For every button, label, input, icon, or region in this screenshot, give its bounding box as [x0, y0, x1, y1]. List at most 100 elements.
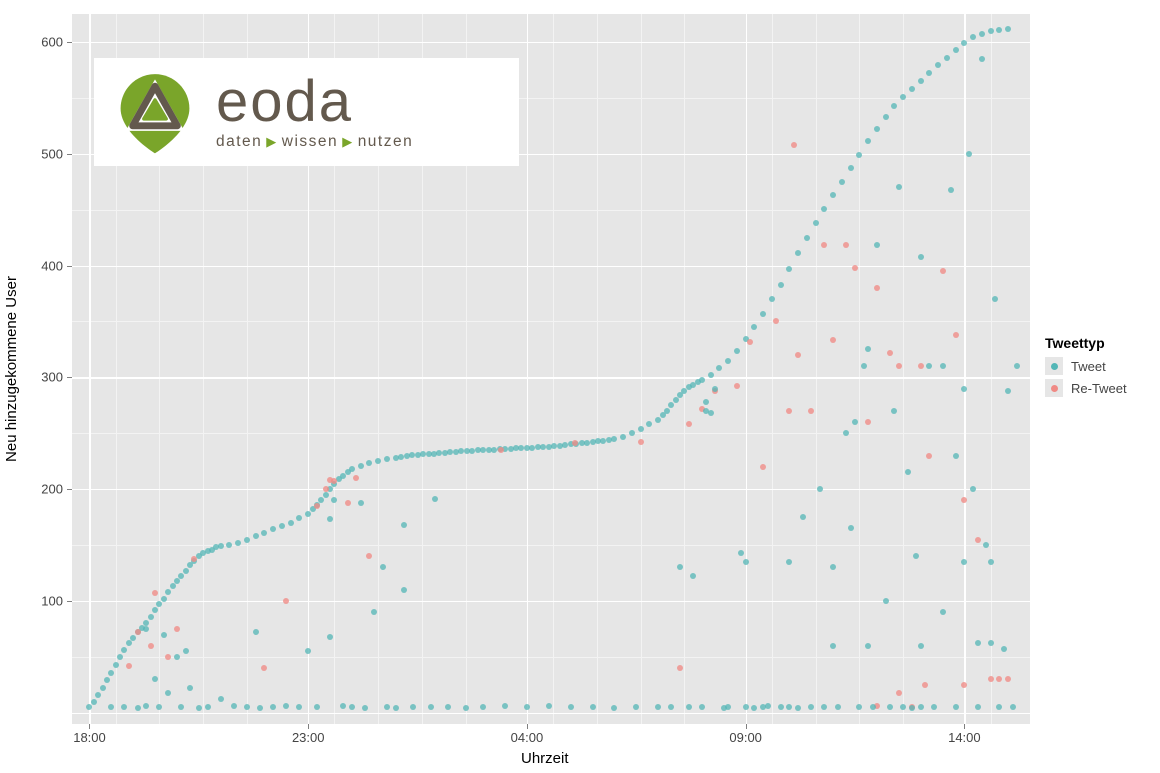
point-tweet: [218, 543, 224, 549]
point-tweet: [940, 363, 946, 369]
point-tweet: [975, 704, 981, 710]
point-tweet: [913, 553, 919, 559]
point-retweet: [314, 503, 320, 509]
point-tweet: [712, 386, 718, 392]
point-tweet: [86, 704, 92, 710]
logo-brand-text: eoda: [216, 73, 413, 131]
point-tweet: [686, 704, 692, 710]
point-tweet: [887, 704, 893, 710]
point-tweet: [856, 152, 862, 158]
y-tick-label: 300: [41, 370, 63, 385]
point-tweet: [843, 430, 849, 436]
point-tweet: [340, 703, 346, 709]
grid-minor-v: [641, 14, 642, 724]
legend-title: Tweettyp: [1045, 335, 1127, 351]
y-tick-mark: [67, 489, 72, 490]
point-tweet: [830, 564, 836, 570]
point-retweet: [261, 665, 267, 671]
point-retweet: [677, 665, 683, 671]
point-tweet: [305, 648, 311, 654]
point-retweet: [953, 332, 959, 338]
point-tweet: [611, 705, 617, 711]
legend-key-retweet: [1045, 379, 1063, 397]
x-tick-label: 09:00: [729, 730, 762, 745]
point-tweet: [401, 522, 407, 528]
point-tweet: [161, 596, 167, 602]
point-tweet: [638, 426, 644, 432]
point-retweet: [323, 486, 329, 492]
point-retweet: [843, 242, 849, 248]
point-tweet: [108, 670, 114, 676]
point-tweet: [432, 496, 438, 502]
point-retweet: [747, 339, 753, 345]
point-tweet: [152, 676, 158, 682]
point-tweet: [568, 704, 574, 710]
point-retweet: [572, 440, 578, 446]
x-tick-mark: [746, 724, 747, 729]
point-tweet: [121, 704, 127, 710]
point-tweet: [979, 31, 985, 37]
point-retweet: [331, 478, 337, 484]
point-retweet: [940, 268, 946, 274]
point-tweet: [926, 363, 932, 369]
point-retweet: [795, 352, 801, 358]
y-tick-mark: [67, 377, 72, 378]
point-tweet: [940, 609, 946, 615]
grid-minor-v: [553, 14, 554, 724]
point-tweet: [778, 704, 784, 710]
point-retweet: [191, 556, 197, 562]
point-tweet: [358, 500, 364, 506]
point-tweet: [296, 515, 302, 521]
y-axis-title: Neu hinzugekommene User: [3, 276, 20, 462]
point-tweet: [349, 704, 355, 710]
legend-dot-icon: [1051, 363, 1058, 370]
y-tick-label: 500: [41, 146, 63, 161]
point-tweet: [633, 704, 639, 710]
point-tweet: [253, 533, 259, 539]
point-tweet: [393, 705, 399, 711]
chart-page: Neu hinzugekommene User Uhrzeit Tweettyp…: [0, 0, 1160, 773]
point-tweet: [1010, 704, 1016, 710]
point-retweet: [786, 408, 792, 414]
point-tweet: [668, 704, 674, 710]
point-tweet: [743, 559, 749, 565]
point-tweet: [848, 525, 854, 531]
point-tweet: [961, 559, 967, 565]
point-tweet: [931, 704, 937, 710]
point-tweet: [108, 704, 114, 710]
point-tweet: [1014, 363, 1020, 369]
point-tweet: [135, 705, 141, 711]
point-tweet: [288, 520, 294, 526]
point-tweet: [270, 704, 276, 710]
point-tweet: [896, 184, 902, 190]
point-tweet: [646, 421, 652, 427]
point-tweet: [366, 460, 372, 466]
triangle-icon: ▶: [342, 134, 354, 150]
point-tweet: [327, 634, 333, 640]
point-tweet: [428, 704, 434, 710]
point-tweet: [918, 254, 924, 260]
point-retweet: [996, 676, 1002, 682]
point-retweet: [283, 598, 289, 604]
point-tweet: [778, 282, 784, 288]
point-tweet: [786, 266, 792, 272]
point-retweet: [165, 654, 171, 660]
point-tweet: [524, 704, 530, 710]
grid-major-v: [746, 14, 747, 724]
point-tweet: [95, 692, 101, 698]
point-tweet: [156, 601, 162, 607]
x-tick-label: 14:00: [948, 730, 981, 745]
grid-major-h: [72, 713, 1030, 714]
point-tweet: [795, 705, 801, 711]
point-tweet: [690, 573, 696, 579]
point-tweet: [620, 434, 626, 440]
point-tweet: [183, 648, 189, 654]
point-tweet: [261, 530, 267, 536]
point-tweet: [174, 654, 180, 660]
legend-label: Re-Tweet: [1071, 381, 1127, 396]
eoda-logo-icon: [112, 69, 198, 155]
grid-minor-h: [72, 321, 1030, 322]
point-tweet: [384, 704, 390, 710]
point-tweet: [677, 564, 683, 570]
point-tweet: [170, 583, 176, 589]
